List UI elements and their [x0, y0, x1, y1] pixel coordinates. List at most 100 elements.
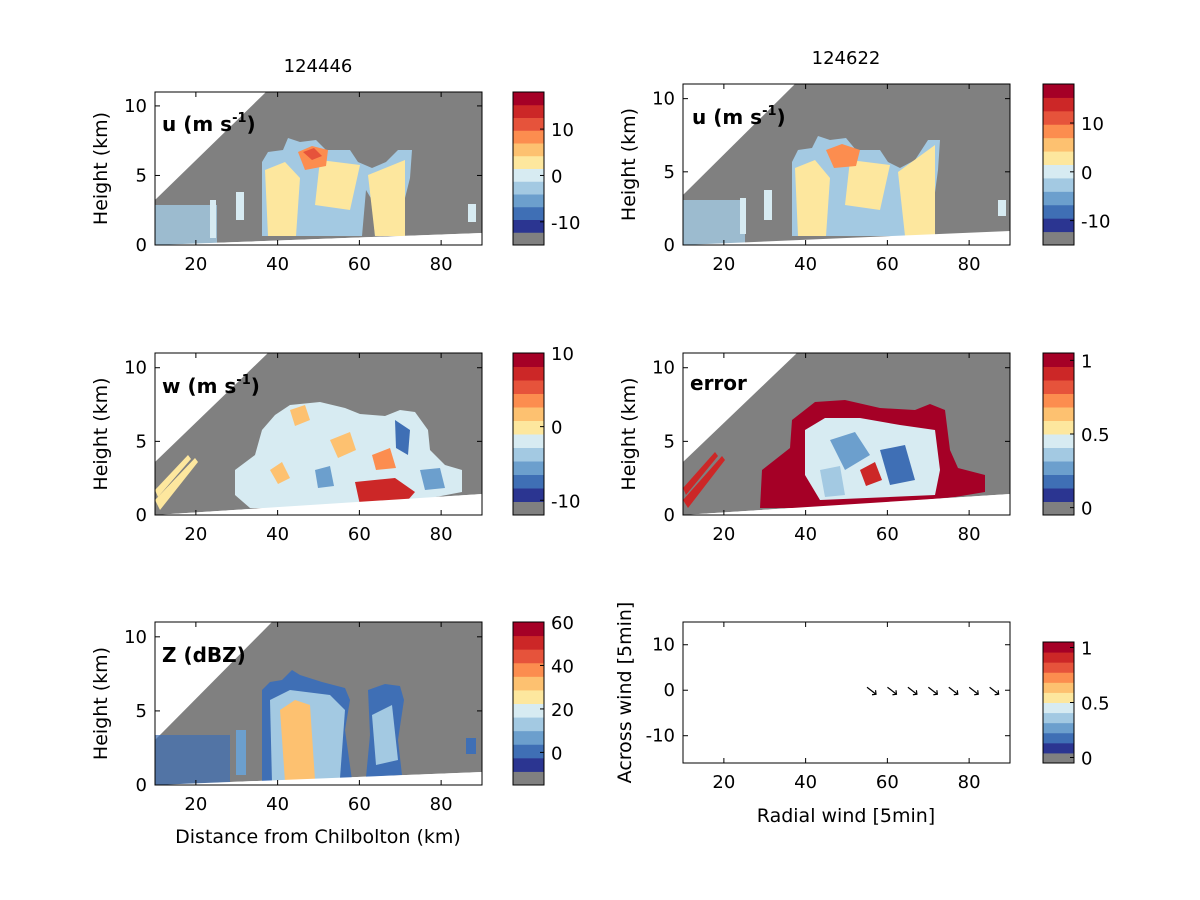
colorbar-swatch	[1043, 501, 1074, 516]
colorbar-swatch	[1043, 447, 1074, 462]
y-tick-label: 0	[136, 505, 147, 526]
colorbar-tick-label: 10	[551, 344, 574, 365]
field-label-w: w (m s-1)	[162, 373, 260, 398]
colorbar-swatch	[513, 649, 544, 664]
colorbar-frame	[1042, 83, 1075, 246]
wind-arrow	[887, 686, 898, 696]
colorbar-swatch	[513, 168, 544, 182]
colorbar-swatch	[513, 622, 544, 637]
data-sidelobe	[155, 455, 191, 497]
colorbar: 10.50	[1042, 351, 1110, 520]
wind-arrow	[866, 686, 877, 696]
colorbar-swatch	[1043, 231, 1074, 246]
colorbar-swatch	[513, 662, 544, 677]
data-updraft-b	[330, 432, 356, 458]
colorbar-swatch	[513, 635, 544, 650]
colorbar-swatch	[1043, 752, 1074, 764]
field-label-u-right: u (m s-1)	[692, 104, 786, 129]
data-echo-far	[998, 200, 1006, 216]
colorbar-swatch	[1043, 124, 1074, 139]
x-axis-label: Radial wind [5min]	[757, 805, 935, 827]
data-ground-mask	[155, 494, 482, 515]
data-ground-mask	[683, 494, 1010, 515]
data-sidelobe	[155, 458, 198, 510]
y-tick-label: 0	[136, 775, 147, 796]
data-updraft-e	[270, 462, 290, 484]
colorbar-swatch	[513, 206, 544, 220]
colorbar-swatch	[513, 380, 544, 394]
data-echo-side-inner	[372, 705, 398, 765]
colorbar-swatch	[513, 155, 544, 169]
colorbar-swatch	[1043, 407, 1074, 421]
colorbar-tick-label: 0	[1081, 163, 1092, 184]
axes: 20 40 60 80 0 5 10 Height (km)	[90, 353, 482, 545]
x-tick-label: 20	[184, 794, 207, 815]
data-updraft-a	[290, 405, 310, 426]
x-tick-label: 80	[958, 254, 981, 275]
colorbar-swatch	[1043, 393, 1074, 408]
plot-frame	[682, 83, 1011, 246]
colorbar-swatch	[1043, 151, 1074, 165]
wind-arrow	[989, 686, 1000, 696]
colorbar-tick-label: 0.5	[1081, 694, 1110, 715]
x-tick-label: 40	[794, 524, 817, 545]
panel-z-left: Z (dBZ) 20 40 60 80 0 5 10 Height (km) Distance…	[90, 621, 483, 848]
data-clutter-streak	[764, 190, 772, 220]
data-warm-left	[265, 162, 300, 236]
data-ground-mask	[155, 772, 482, 785]
x-tick-label: 20	[184, 254, 207, 275]
data-downdraft-c	[420, 468, 445, 490]
y-tick-label: 10	[652, 635, 675, 656]
colorbar-tick-label: 10	[1081, 114, 1104, 135]
x-tick-label: 80	[430, 794, 453, 815]
colorbar: 10 0 -10	[512, 91, 580, 246]
data-warm-mid	[315, 160, 360, 210]
colorbar-frame	[512, 91, 545, 246]
colorbar-swatch	[1043, 652, 1074, 663]
colorbar-swatch	[1043, 84, 1074, 98]
colorbar-swatch	[513, 703, 544, 718]
colorbar-swatch	[513, 717, 544, 732]
colorbar-swatch	[1043, 642, 1074, 653]
y-axis-label: Height (km)	[618, 377, 640, 490]
colorbar-swatch	[513, 474, 544, 489]
colorbar-swatch	[513, 181, 544, 195]
colorbar-swatch	[1043, 380, 1074, 394]
colorbar-swatch	[513, 353, 544, 367]
colorbar-swatch	[1043, 692, 1074, 703]
colorbar-swatch	[513, 757, 544, 772]
y-axis-label: Across wind [5min]	[614, 602, 636, 784]
data-hot-peak	[303, 148, 322, 160]
colorbar-swatch	[1043, 191, 1074, 206]
colorbar: 10 0 -10	[1042, 83, 1110, 246]
data-error-mid-a	[830, 432, 870, 470]
colorbar-swatch	[1043, 420, 1074, 435]
y-tick-label: 0	[136, 235, 147, 256]
x-tick-label: 40	[794, 254, 817, 275]
data-clutter-streak	[236, 730, 246, 775]
data-warm-left	[795, 160, 830, 236]
colorbar-swatch	[513, 744, 544, 759]
colorbar-swatch	[1043, 434, 1074, 448]
plot-frame	[154, 621, 483, 786]
colorbar-swatch	[513, 434, 544, 448]
data-clutter-streak	[236, 192, 244, 220]
colorbar-swatch	[1043, 461, 1074, 475]
data-updraft-d	[355, 478, 415, 505]
data-echo-far	[466, 738, 476, 754]
colorbar-swatch	[1043, 488, 1074, 502]
y-tick-label: 10	[124, 358, 147, 379]
colorbar-swatch	[513, 143, 544, 157]
y-axis-label: Height (km)	[90, 112, 112, 225]
field-label-error: error	[690, 371, 747, 395]
colorbar-swatch	[513, 407, 544, 421]
colorbar-swatch	[513, 447, 544, 462]
data-sidelobe	[683, 456, 725, 508]
x-tick-label: 40	[266, 524, 289, 545]
data-clutter-streak	[210, 200, 216, 238]
colorbar-swatch	[1043, 110, 1074, 125]
data-error-mid-b	[880, 445, 915, 485]
x-tick-label: 20	[712, 524, 735, 545]
data-warm-mid	[845, 160, 890, 210]
